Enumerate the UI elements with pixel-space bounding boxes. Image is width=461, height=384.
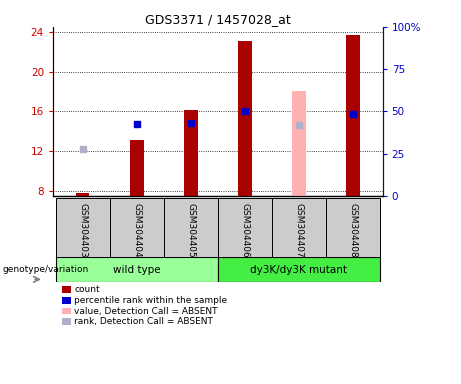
Bar bbox=[56, 257, 218, 282]
Bar bbox=[218, 198, 272, 257]
Text: wild type: wild type bbox=[113, 265, 160, 275]
Bar bbox=[238, 41, 252, 196]
Text: GSM304406: GSM304406 bbox=[240, 202, 249, 257]
Bar bbox=[130, 140, 143, 196]
Bar bbox=[218, 257, 380, 282]
Bar bbox=[110, 198, 164, 257]
Text: GSM304407: GSM304407 bbox=[295, 202, 303, 257]
Text: percentile rank within the sample: percentile rank within the sample bbox=[74, 296, 227, 305]
Bar bbox=[76, 193, 89, 196]
Text: GSM304403: GSM304403 bbox=[78, 202, 87, 257]
Bar bbox=[56, 198, 110, 257]
Text: dy3K/dy3K mutant: dy3K/dy3K mutant bbox=[250, 265, 348, 275]
Bar bbox=[326, 198, 380, 257]
Text: GSM304404: GSM304404 bbox=[132, 202, 141, 257]
Bar bbox=[184, 110, 198, 196]
Bar bbox=[346, 35, 360, 196]
Bar bbox=[272, 198, 326, 257]
Title: GDS3371 / 1457028_at: GDS3371 / 1457028_at bbox=[145, 13, 291, 26]
Text: genotype/variation: genotype/variation bbox=[2, 265, 89, 274]
Text: GSM304408: GSM304408 bbox=[349, 202, 357, 257]
Text: GSM304405: GSM304405 bbox=[186, 202, 195, 257]
Text: value, Detection Call = ABSENT: value, Detection Call = ABSENT bbox=[74, 306, 218, 316]
Text: rank, Detection Call = ABSENT: rank, Detection Call = ABSENT bbox=[74, 317, 213, 326]
Text: count: count bbox=[74, 285, 100, 294]
Bar bbox=[164, 198, 218, 257]
Bar bbox=[292, 91, 306, 196]
